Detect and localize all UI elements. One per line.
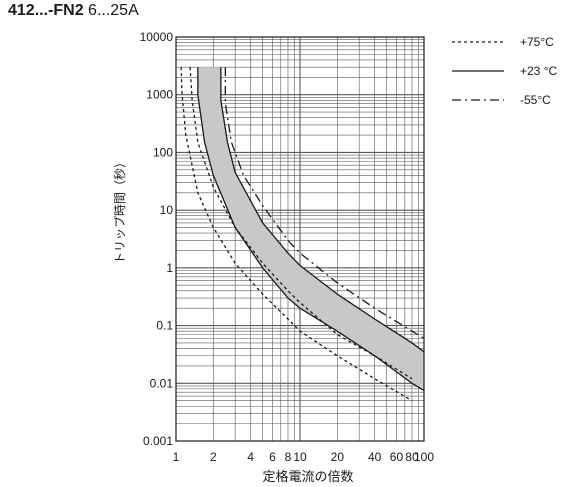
x-tick-label: 10 <box>293 450 307 464</box>
y-tick-label: 0.001 <box>143 434 173 448</box>
axes-frame <box>175 36 425 442</box>
model-code: 412...-FN2 <box>8 2 84 19</box>
curve-solid <box>197 67 425 392</box>
y-tick-label: 1000 <box>146 88 173 102</box>
x-tick-label: 60 <box>390 450 404 464</box>
chart-title: 412...-FN2 6...25A <box>8 2 139 20</box>
curve-dashdot <box>224 67 425 339</box>
x-tick-label: 1 <box>173 450 180 464</box>
y-tick-label: 10 <box>160 203 174 217</box>
x-tick-label: 20 <box>331 450 345 464</box>
curve-dotted <box>189 67 413 380</box>
band-fill <box>197 67 424 391</box>
y-tick-label: 0.01 <box>150 376 174 390</box>
legend-label: +75°C <box>520 35 554 49</box>
shaded-band <box>197 67 424 391</box>
x-tick-label: 4 <box>247 450 254 464</box>
y-tick-label: 0.1 <box>156 319 173 333</box>
legend-label: +23 °C <box>520 64 557 78</box>
x-tick-label: 2 <box>210 450 217 464</box>
y-tick-label: 100 <box>153 145 173 159</box>
x-tick-label: 40 <box>368 450 382 464</box>
curves <box>180 67 425 402</box>
y-tick-label: 1 <box>166 261 173 275</box>
plot-frame <box>175 36 425 442</box>
x-tick-label: 100 <box>414 450 434 464</box>
y-tick-label: 10000 <box>140 30 174 44</box>
curve-solid <box>220 67 425 353</box>
y-axis-label: トリップ時間（秒） <box>113 156 127 264</box>
x-tick-label: 8 <box>285 450 292 464</box>
current-range: 6...25A <box>88 2 139 19</box>
curve-dotted <box>180 67 413 402</box>
legend-label: -55°C <box>520 93 551 107</box>
x-tick-label: 6 <box>269 450 276 464</box>
legend: +75°C +23 °C -55°C <box>452 35 557 107</box>
x-tick-label: 80 <box>405 450 419 464</box>
x-axis-label: 定格電流の倍数 <box>262 469 353 484</box>
y-axis-ticks: 0.001 0.01 0.1 1 10 100 1000 10000 <box>140 30 174 448</box>
